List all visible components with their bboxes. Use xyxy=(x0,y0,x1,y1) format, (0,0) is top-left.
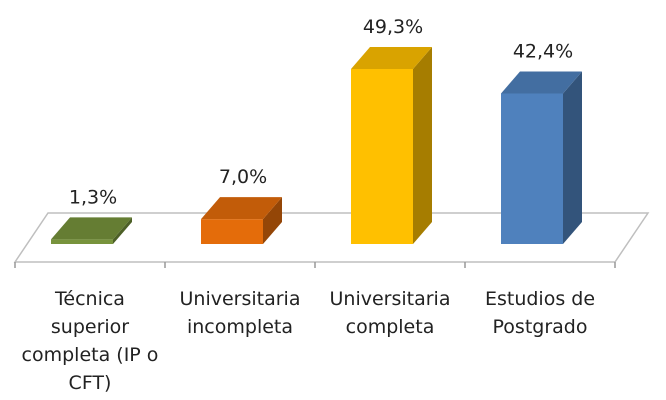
bar-side xyxy=(113,217,132,244)
bar-front xyxy=(51,239,113,244)
bar-front xyxy=(351,68,413,244)
bar-top xyxy=(201,197,282,220)
bar-top xyxy=(51,217,132,240)
axis-ticks xyxy=(14,262,616,268)
value-label: 7,0% xyxy=(219,166,267,188)
bar-top xyxy=(501,71,582,94)
value-label: 42,4% xyxy=(513,40,573,62)
bar-side xyxy=(563,71,582,244)
bar-front xyxy=(501,93,563,244)
bar-front xyxy=(201,219,263,244)
x-tick-label: Universitaria incompleta xyxy=(179,288,301,338)
bar-side xyxy=(413,46,432,244)
x-tick-label: Técnica superior completa (IP o CFT) xyxy=(21,288,159,394)
x-tick-label: Estudios de Postgrado xyxy=(484,288,596,338)
value-label: 49,3% xyxy=(363,16,423,38)
bar-top xyxy=(351,46,432,69)
value-label: 1,3% xyxy=(69,186,117,208)
floor xyxy=(13,212,650,263)
bar-side xyxy=(263,197,282,244)
x-tick-label: Universitaria completa xyxy=(329,288,451,338)
